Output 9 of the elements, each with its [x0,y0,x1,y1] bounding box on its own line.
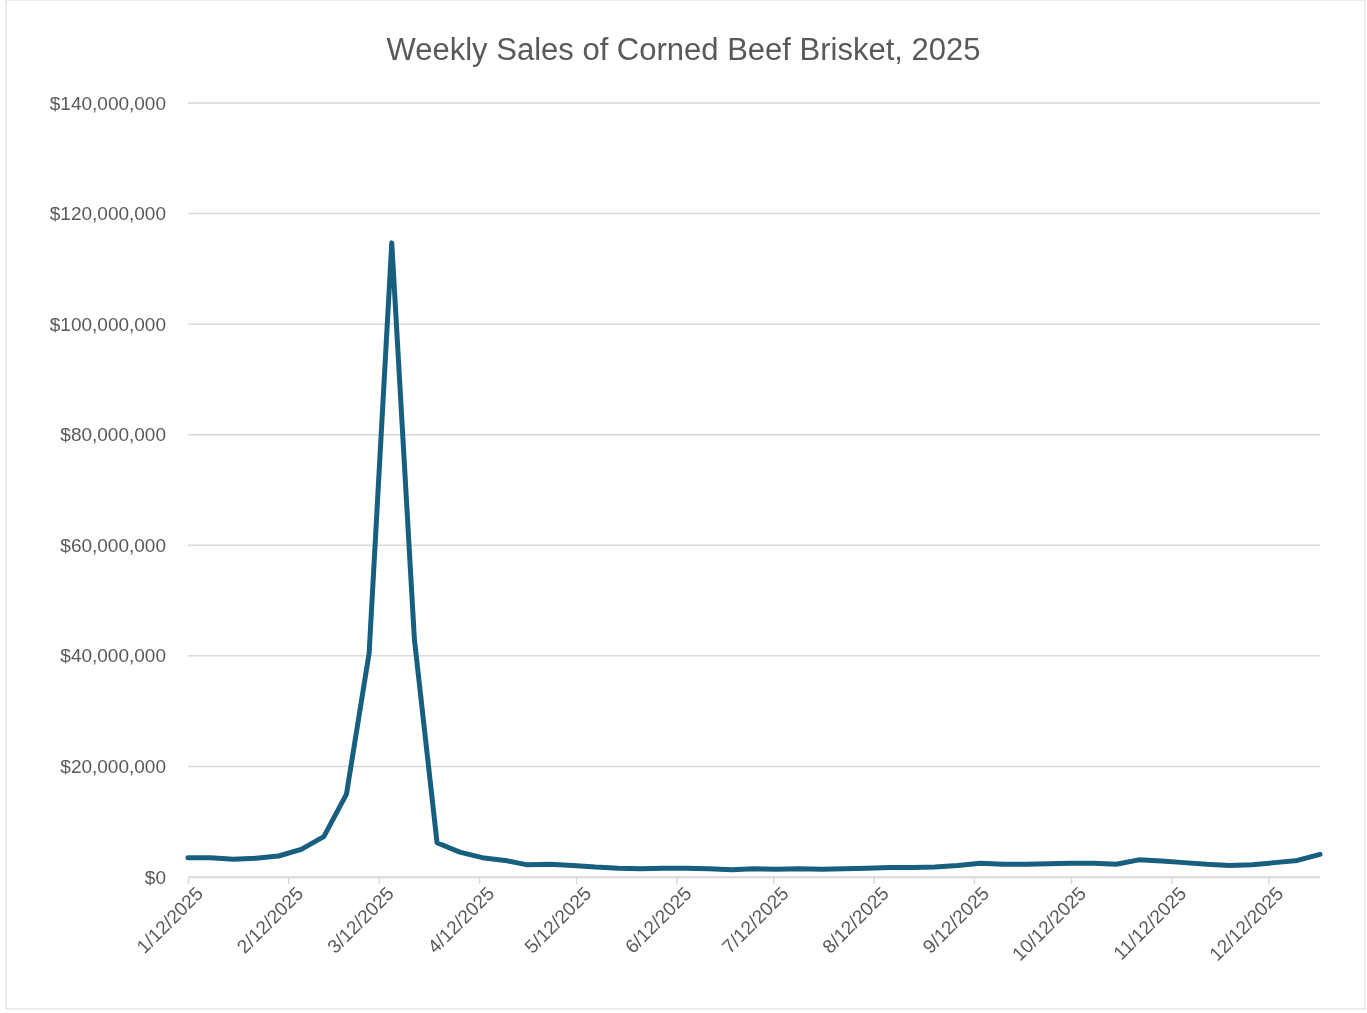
y-tick-label: $140,000,000 [49,92,166,114]
y-tick-label: $100,000,000 [49,313,166,335]
chart-title: Weekly Sales of Corned Beef Brisket, 2025 [386,32,981,67]
y-tick-label: $40,000,000 [60,645,166,667]
y-tick-label: $120,000,000 [49,203,166,225]
y-tick-label: $20,000,000 [60,756,166,778]
y-tick-label: $0 [144,866,166,888]
y-tick-label: $60,000,000 [60,534,166,556]
y-tick-label: $80,000,000 [60,424,166,446]
